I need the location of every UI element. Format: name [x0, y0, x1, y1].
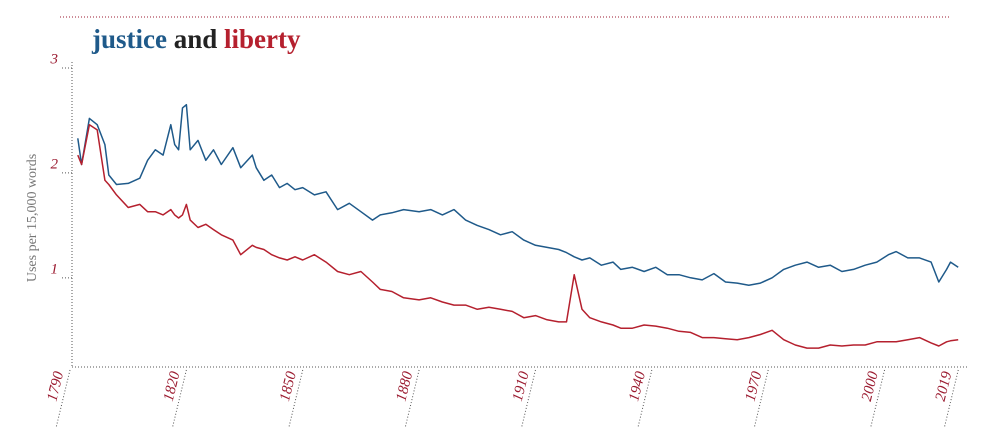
x-tick	[753, 369, 769, 429]
y-tick-label: 2	[51, 156, 59, 172]
x-tick-label: 1790	[44, 369, 67, 402]
title-word: and	[174, 24, 218, 54]
x-tick	[637, 369, 653, 429]
line-justice	[77, 103, 959, 286]
x-tick	[404, 369, 420, 429]
chart-title: justice and liberty	[91, 24, 301, 54]
line-liberty	[77, 123, 959, 349]
x-tick	[55, 369, 71, 429]
x-tick	[288, 369, 304, 429]
x-tick	[870, 369, 886, 429]
x-tick-label: 2000	[859, 369, 882, 402]
x-tick-label: 1970	[743, 369, 766, 402]
x-tick	[171, 369, 187, 429]
title-word: justice	[91, 24, 167, 54]
x-tick	[520, 369, 536, 429]
x-tick	[943, 369, 959, 429]
x-tick-label: 1910	[510, 369, 533, 402]
x-tick-label: 1820	[161, 369, 184, 402]
title-word: liberty	[224, 24, 301, 54]
y-tick-label: 3	[50, 51, 59, 67]
x-tick-label: 1850	[277, 369, 300, 402]
x-tick-label: 1940	[626, 369, 649, 402]
x-tick-label: 2019	[933, 369, 956, 402]
y-axis-label: Uses per 15,000 words	[25, 154, 40, 282]
x-tick-label: 1880	[394, 369, 417, 402]
y-tick-label: 1	[51, 261, 59, 277]
